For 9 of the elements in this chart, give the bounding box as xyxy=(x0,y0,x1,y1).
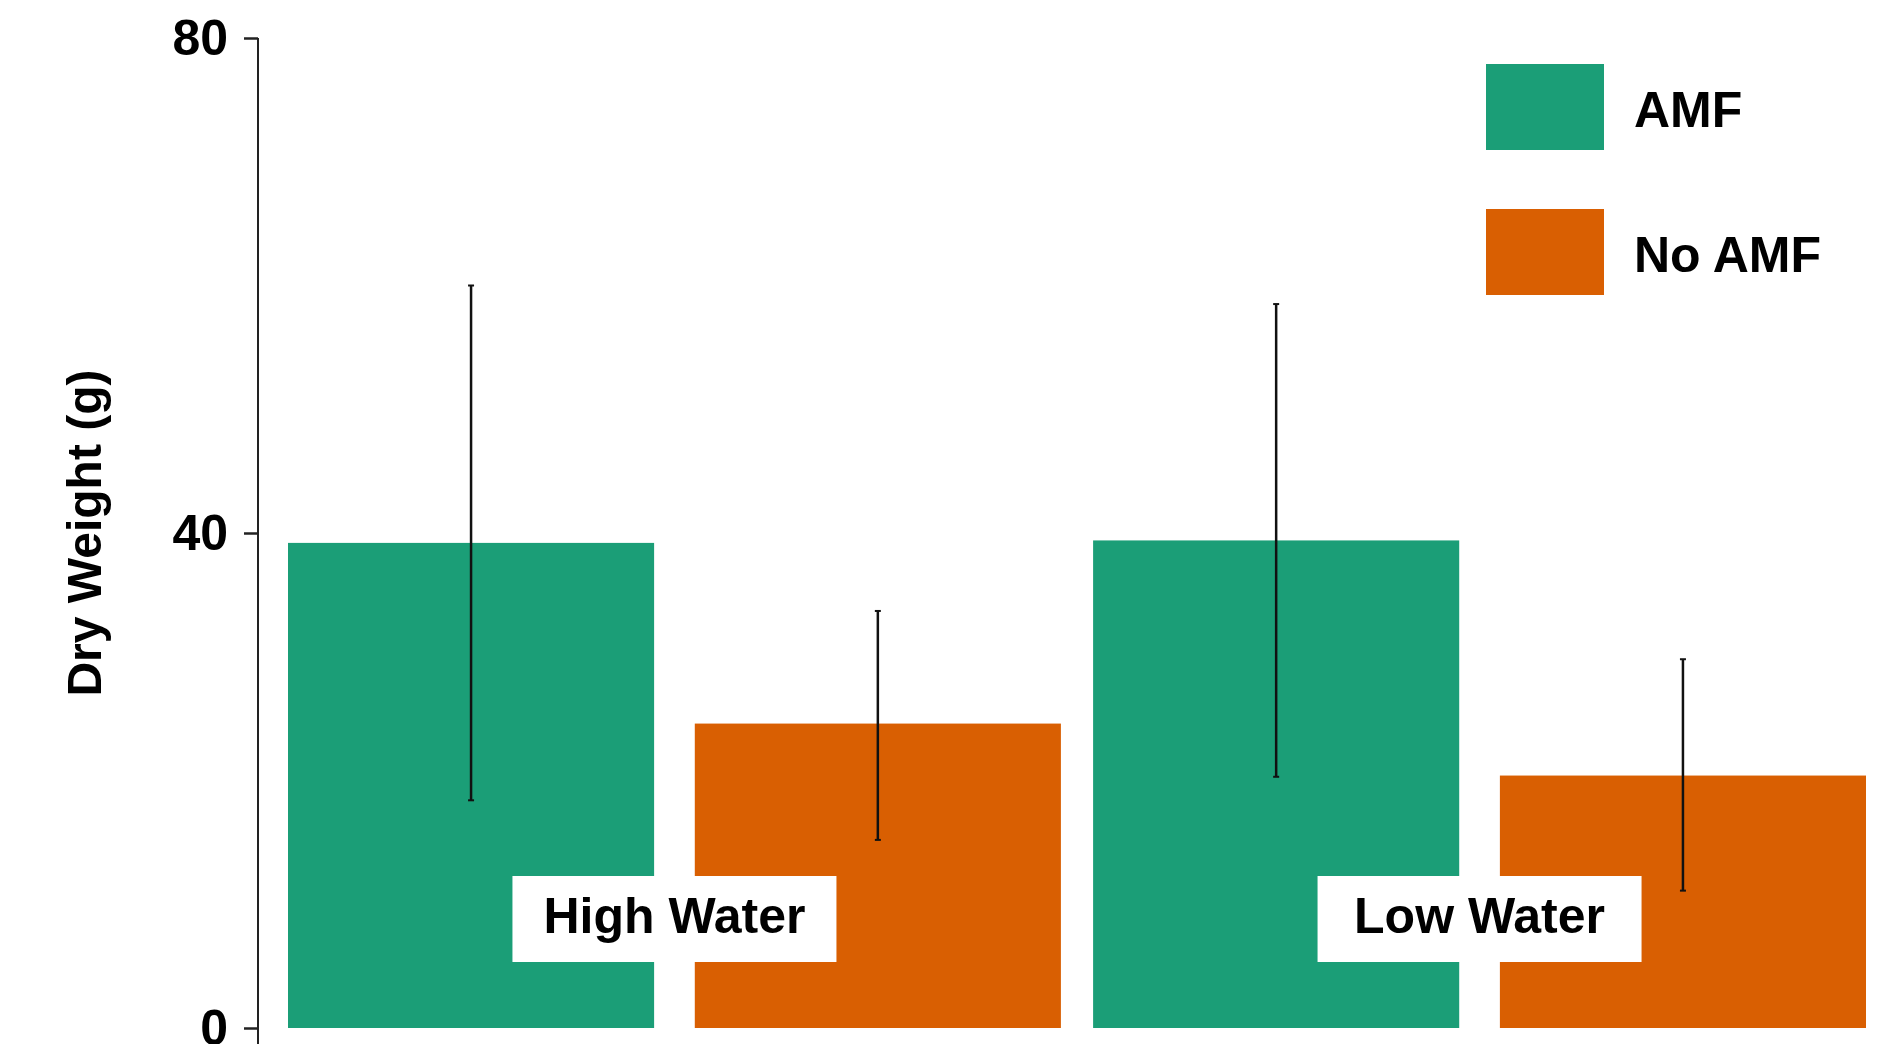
x-tick-label: High Water xyxy=(543,888,806,945)
bar xyxy=(288,542,655,1028)
y-axis-title: Dry Weight (g) xyxy=(57,369,111,697)
legend-label: No AMF xyxy=(1634,227,1821,284)
y-tick-label: 80 xyxy=(172,9,228,66)
y-tick-label: 40 xyxy=(172,504,228,561)
x-tick-label: Low Water xyxy=(1354,888,1606,945)
legend-label: AMF xyxy=(1634,82,1743,139)
bar xyxy=(1093,540,1460,1028)
